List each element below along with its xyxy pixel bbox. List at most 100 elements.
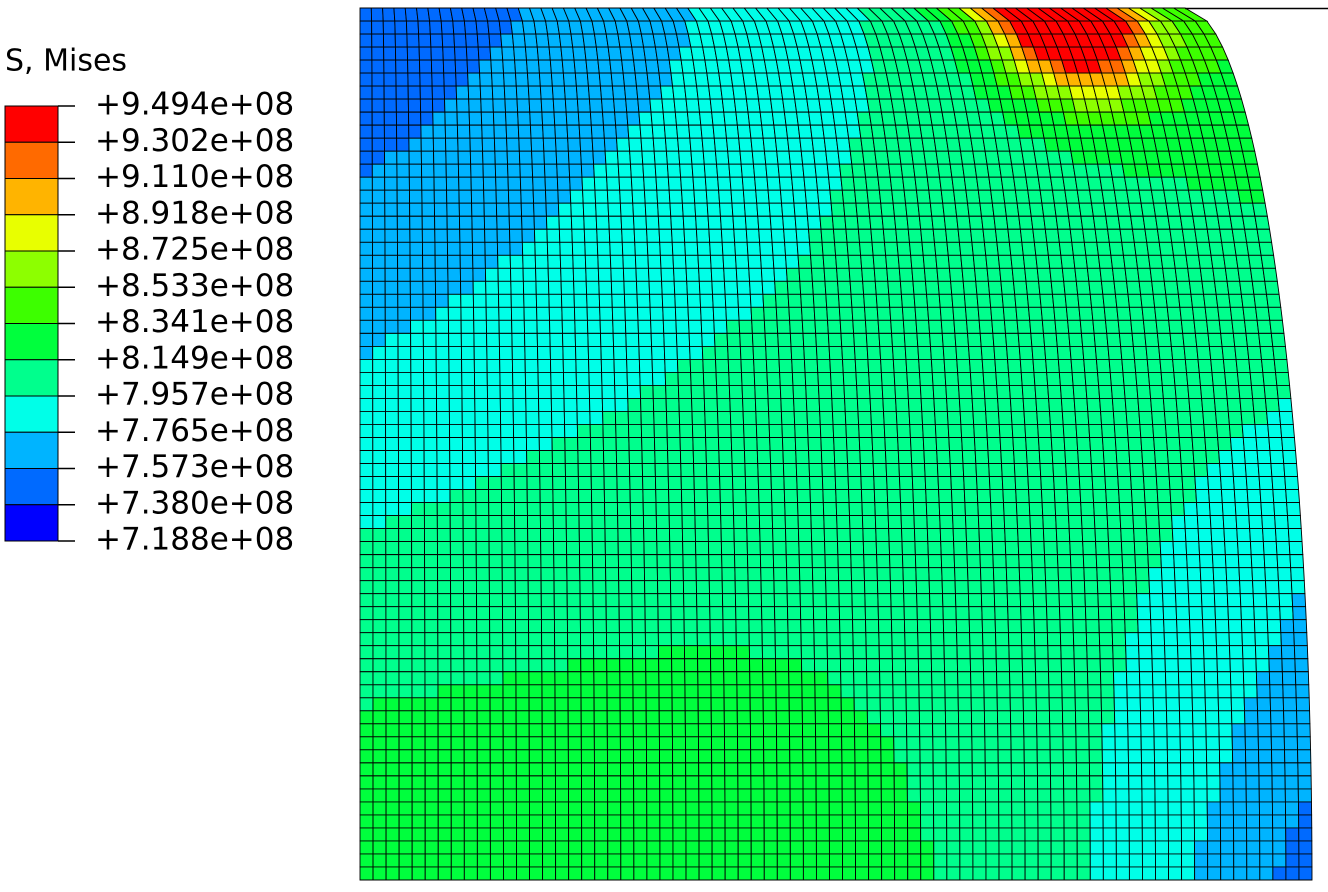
- mesh-element: [872, 254, 888, 269]
- mesh-element: [551, 450, 566, 464]
- mesh-element: [931, 671, 946, 686]
- mesh-element: [1134, 358, 1149, 373]
- mesh-element: [805, 384, 820, 399]
- mesh-element: [734, 580, 749, 595]
- mesh-element: [1041, 319, 1057, 334]
- mesh-element: [1233, 840, 1248, 855]
- mesh-element: [867, 788, 882, 803]
- mesh-element: [1220, 332, 1236, 347]
- mesh-element: [826, 658, 842, 673]
- mesh-element: [463, 645, 478, 660]
- mesh-element: [1136, 593, 1151, 608]
- mesh-element: [1090, 463, 1106, 477]
- mesh-element: [652, 397, 667, 412]
- mesh-element: [729, 397, 744, 412]
- mesh-element: [871, 437, 886, 451]
- mesh-element: [1074, 684, 1089, 699]
- mesh-element: [772, 254, 787, 269]
- mesh-element: [582, 33, 597, 48]
- mesh-element: [1070, 567, 1085, 582]
- mesh-element: [525, 411, 540, 425]
- mesh-element: [1074, 671, 1089, 686]
- mesh-element: [855, 202, 871, 217]
- mesh-element: [529, 866, 544, 881]
- mesh-element: [968, 215, 984, 230]
- mesh-element: [578, 124, 593, 139]
- mesh-element: [497, 267, 512, 282]
- mesh-element: [1097, 593, 1112, 608]
- mesh-element: [992, 554, 1007, 569]
- mesh-element: [461, 437, 476, 451]
- mesh-element: [1027, 476, 1042, 491]
- mesh-element: [555, 150, 570, 165]
- mesh-element: [629, 150, 644, 165]
- mesh-element: [616, 502, 631, 517]
- mesh-element: [681, 515, 696, 530]
- mesh-element: [721, 580, 736, 595]
- mesh-element: [929, 593, 944, 608]
- mesh-element: [865, 332, 881, 347]
- mesh-element: [917, 645, 932, 660]
- mesh-element: [1033, 606, 1048, 621]
- mesh-element: [935, 150, 951, 165]
- mesh-element: [812, 593, 827, 608]
- mesh-element: [762, 723, 778, 738]
- mesh-element: [996, 684, 1011, 699]
- mesh-element: [567, 658, 582, 673]
- mesh-element: [398, 762, 413, 777]
- mesh-element: [760, 567, 775, 582]
- mesh-element: [821, 463, 836, 477]
- mesh-element: [475, 476, 490, 491]
- mesh-element: [834, 476, 850, 491]
- mesh-element: [1006, 580, 1021, 595]
- mesh-element: [1028, 489, 1043, 504]
- mesh-element: [1031, 345, 1047, 360]
- mesh-element: [932, 762, 947, 777]
- mesh-element: [528, 723, 543, 738]
- mesh-element: [671, 241, 686, 256]
- mesh-element: [488, 502, 503, 517]
- mesh-element: [646, 762, 661, 777]
- mesh-element: [680, 489, 696, 504]
- mesh-element: [1225, 567, 1241, 582]
- mesh-element: [629, 489, 644, 504]
- mesh-element: [889, 176, 905, 191]
- mesh-element: [802, 332, 817, 347]
- mesh-element: [1094, 345, 1110, 360]
- mesh-element: [832, 228, 848, 243]
- mesh-element: [659, 866, 674, 881]
- mesh-element: [1009, 710, 1025, 725]
- mesh-element: [511, 358, 526, 373]
- mesh-element: [916, 606, 931, 621]
- mesh-element: [552, 489, 567, 504]
- mesh-element: [424, 788, 439, 803]
- mesh-element: [566, 593, 581, 608]
- mesh-element: [1087, 671, 1102, 686]
- mesh-element: [564, 98, 579, 113]
- mesh-element: [823, 137, 839, 152]
- mesh-element: [956, 632, 971, 647]
- mesh-element: [797, 515, 812, 530]
- mesh-element: [437, 580, 452, 595]
- mesh-element: [1206, 319, 1222, 334]
- mesh-element: [568, 827, 583, 842]
- mesh-element: [449, 450, 464, 464]
- mesh-element: [870, 124, 886, 139]
- mesh-element: [447, 293, 462, 308]
- mesh-element: [1086, 397, 1102, 412]
- mesh-element: [985, 424, 1001, 438]
- mesh-element: [643, 189, 659, 204]
- mesh-element: [437, 671, 452, 686]
- mesh-element: [953, 189, 969, 204]
- mesh-element: [411, 567, 426, 582]
- mesh-element: [672, 801, 687, 816]
- mesh-element: [763, 319, 779, 334]
- mesh-element: [1030, 215, 1046, 230]
- mesh-element: [1284, 788, 1299, 803]
- mesh-element: [671, 658, 686, 673]
- mesh-element: [711, 762, 726, 777]
- mesh-element: [709, 632, 724, 647]
- mesh-element: [359, 397, 374, 412]
- mesh-element: [526, 59, 540, 74]
- mesh-element: [946, 814, 961, 829]
